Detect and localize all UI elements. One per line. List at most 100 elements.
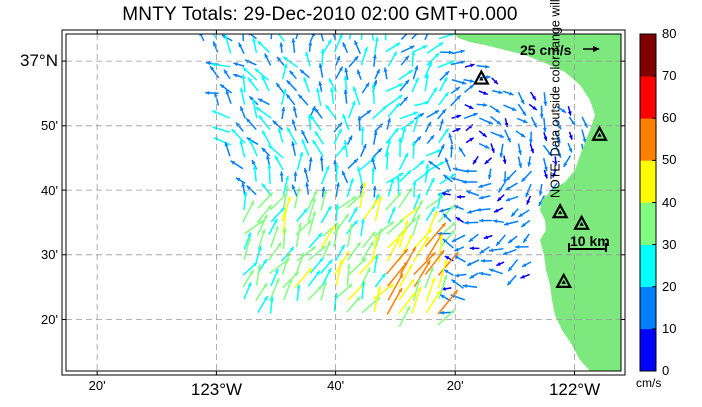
current-vector-head [330, 87, 334, 92]
current-vector-head [301, 139, 306, 144]
current-vector-head [487, 174, 492, 180]
current-vector-head [261, 75, 266, 81]
current-vector-head [372, 185, 377, 191]
current-vector-head [321, 186, 326, 192]
current-vector-head [362, 143, 367, 149]
current-vector-head [252, 165, 257, 170]
colorbar-segment [640, 34, 656, 77]
current-vector-head [307, 114, 312, 119]
current-vector-head [451, 177, 456, 181]
current-vector-head [313, 190, 317, 196]
current-vector [309, 34, 315, 42]
current-vector-head [261, 229, 266, 234]
current-vector-head [247, 282, 252, 287]
current-vector-head [419, 113, 424, 118]
current-vector-head [317, 285, 323, 290]
current-vector-head [371, 157, 376, 163]
current-vector-head [402, 127, 406, 132]
current-vector-head [312, 211, 316, 216]
colorbar-segment [640, 202, 656, 245]
current-vector-head [461, 80, 467, 85]
current-vector-head [479, 249, 485, 254]
current-vector-head [439, 310, 444, 315]
current-vector-head [249, 96, 254, 101]
current-vector-head [469, 246, 474, 251]
current-vector-head [561, 108, 566, 113]
current-vector-head [451, 238, 457, 242]
current-vector-head [247, 237, 252, 242]
current-vector-head [243, 191, 248, 196]
current-vector-head [241, 182, 246, 187]
current-vector-head [385, 150, 390, 155]
current-vector [413, 251, 436, 276]
current-vector-head [230, 160, 236, 165]
current-vector-head [349, 178, 354, 183]
current-vector-head [483, 91, 488, 95]
current-vector-head [523, 238, 528, 243]
current-vector-head [480, 258, 485, 263]
current-vector-head [416, 214, 421, 219]
current-vector-head [246, 185, 251, 190]
current-vector-head [547, 151, 552, 157]
current-vector-head [520, 133, 526, 138]
current-vector-head [365, 82, 370, 88]
colorbar-segment [640, 286, 656, 330]
current-vector-head [427, 121, 431, 127]
radar-site-center [557, 210, 563, 215]
current-vector-head [338, 34, 343, 39]
current-vector-head [205, 61, 211, 66]
current-vector-head [370, 26, 374, 30]
colorbar-segment [640, 76, 656, 119]
current-vector-head [356, 242, 361, 247]
current-vector-head [453, 289, 458, 295]
current-vector-head [268, 145, 273, 150]
current-vector [269, 277, 280, 302]
current-vector-head [318, 63, 323, 68]
current-vector-head [279, 171, 284, 176]
current-vector-head [450, 309, 456, 314]
current-vector [199, 34, 205, 42]
current-vector-head [398, 137, 403, 142]
radar-site-marker [591, 125, 608, 141]
current-vector-head [210, 66, 215, 71]
radar-site-center [597, 132, 602, 137]
current-vector-head [544, 166, 548, 172]
current-vector-head [343, 75, 348, 81]
current-vector [347, 281, 367, 301]
current-vector-head [515, 244, 520, 249]
current-vector-head [301, 130, 306, 135]
current-vector-head [410, 279, 414, 284]
current-vector-head [325, 104, 330, 110]
current-vector [398, 291, 417, 314]
current-vector-head [373, 79, 378, 85]
current-vector-head [482, 102, 488, 107]
current-vector-head [445, 157, 449, 163]
current-vector-head [341, 145, 346, 150]
current-vector-head [310, 115, 315, 120]
current-vector-head [318, 81, 323, 86]
current-vector-head [383, 67, 388, 72]
current-vector-head [462, 180, 467, 184]
current-vector-head [483, 235, 489, 239]
current-vectors [199, 26, 589, 328]
radar-site-marker [573, 214, 590, 230]
map-frame-outer [61, 29, 626, 376]
radar-sites [473, 69, 608, 289]
current-vector-head [567, 111, 572, 116]
current-vector-head [409, 120, 415, 125]
current-vector-head [441, 109, 446, 114]
current-vector-head [257, 246, 262, 251]
current-vector-head [335, 203, 340, 208]
current-vector-head [270, 296, 274, 301]
current-vector-head [360, 218, 365, 223]
current-vector-head [440, 144, 445, 149]
current-vector-head [316, 270, 321, 275]
current-vector-head [392, 51, 397, 57]
current-vector [411, 34, 418, 40]
current-vector [398, 217, 417, 237]
current-vector-head [488, 248, 494, 253]
current-vector-head [248, 77, 253, 83]
current-vector-head [233, 62, 238, 67]
current-vector-head [394, 128, 399, 133]
current-vector [398, 278, 415, 301]
